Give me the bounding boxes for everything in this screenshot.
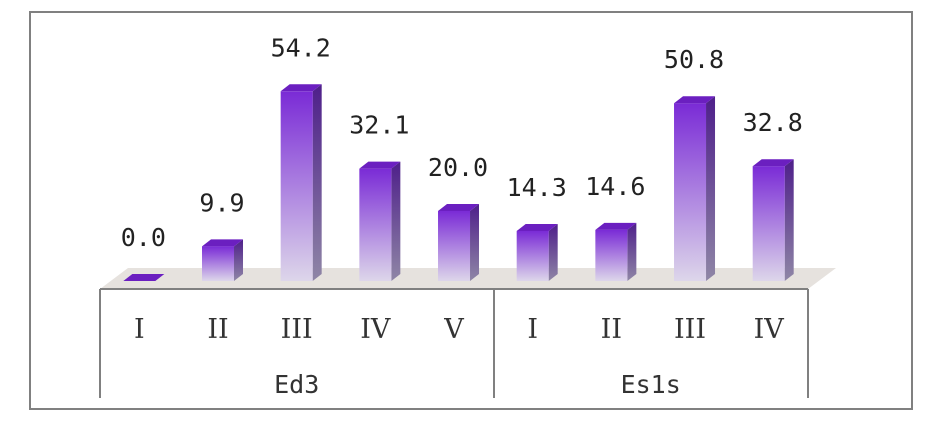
bar-front-1-2 xyxy=(674,103,707,281)
tick-label-0-3: IV xyxy=(360,314,391,345)
value-label-1-0: 14.3 xyxy=(507,173,567,202)
bar-top-1-2 xyxy=(674,96,716,104)
bar-0-3 xyxy=(359,161,401,281)
group-label-0: Ed3 xyxy=(274,370,319,399)
tick-label-0-2: III xyxy=(281,314,313,345)
tick-label-1-3: IV xyxy=(754,314,785,345)
value-label-0-1: 9.9 xyxy=(199,188,244,217)
bar-top-0-0 xyxy=(123,274,165,281)
value-label-1-1: 14.6 xyxy=(585,172,645,201)
bar-1-1 xyxy=(595,222,637,281)
bar-side-0-1 xyxy=(234,239,244,281)
bar-front-1-3 xyxy=(752,166,785,281)
bar-top-0-3 xyxy=(359,161,401,169)
tick-label-1-0: I xyxy=(527,314,538,345)
bar-0-1 xyxy=(202,239,244,281)
bar-side-0-2 xyxy=(312,84,322,281)
bar-top-0-2 xyxy=(280,84,322,92)
bar-side-1-2 xyxy=(706,96,716,281)
category-axis xyxy=(99,288,809,398)
bar-0-2 xyxy=(280,84,322,281)
tick-label-0-1: II xyxy=(207,314,228,345)
tick-label-1-2: III xyxy=(674,314,706,345)
bar-front-1-0 xyxy=(516,230,549,281)
group-labels: Ed3 Es1s xyxy=(274,370,681,399)
bar-side-1-1 xyxy=(627,222,637,281)
bar-1-3 xyxy=(752,159,794,281)
bar-top-1-0 xyxy=(516,223,558,231)
bar-side-1-3 xyxy=(784,159,794,281)
bar-front-0-3 xyxy=(359,168,392,281)
tick-label-1-1: II xyxy=(601,314,622,345)
value-label-0-4: 20.0 xyxy=(428,153,488,182)
bar-side-1-0 xyxy=(548,223,558,281)
bar-1-2 xyxy=(674,96,716,281)
bar-0-0 xyxy=(123,274,165,281)
bar-top-1-1 xyxy=(595,222,637,230)
bar-front-1-1 xyxy=(595,229,628,281)
bars xyxy=(123,84,794,281)
bar-top-1-3 xyxy=(752,159,794,167)
tick-label-0-4: V xyxy=(443,314,464,345)
bar-0-4 xyxy=(438,204,480,281)
bar-1-0 xyxy=(516,223,558,281)
bar-front-0-4 xyxy=(438,211,471,281)
bar-front-0-2 xyxy=(280,91,313,281)
value-label-1-2: 50.8 xyxy=(664,45,724,74)
value-label-0-0: 0.0 xyxy=(121,223,166,252)
value-label-0-2: 54.2 xyxy=(271,33,331,62)
tick-labels: I II III IV V I II III IV xyxy=(134,314,784,345)
bar-top-0-4 xyxy=(438,204,480,211)
value-label-1-3: 32.8 xyxy=(743,108,803,137)
bar-top-0-1 xyxy=(202,239,244,247)
tick-label-0-0: I xyxy=(134,314,145,345)
group-label-1: Es1s xyxy=(621,370,681,399)
bar-side-0-3 xyxy=(391,161,401,281)
bar-side-0-4 xyxy=(470,204,480,281)
value-label-0-3: 32.1 xyxy=(349,111,409,140)
bar-front-0-1 xyxy=(202,246,235,281)
value-labels: 0.0 9.9 54.2 32.1 20.0 14.3 14.6 50.8 32.8 xyxy=(121,33,803,252)
